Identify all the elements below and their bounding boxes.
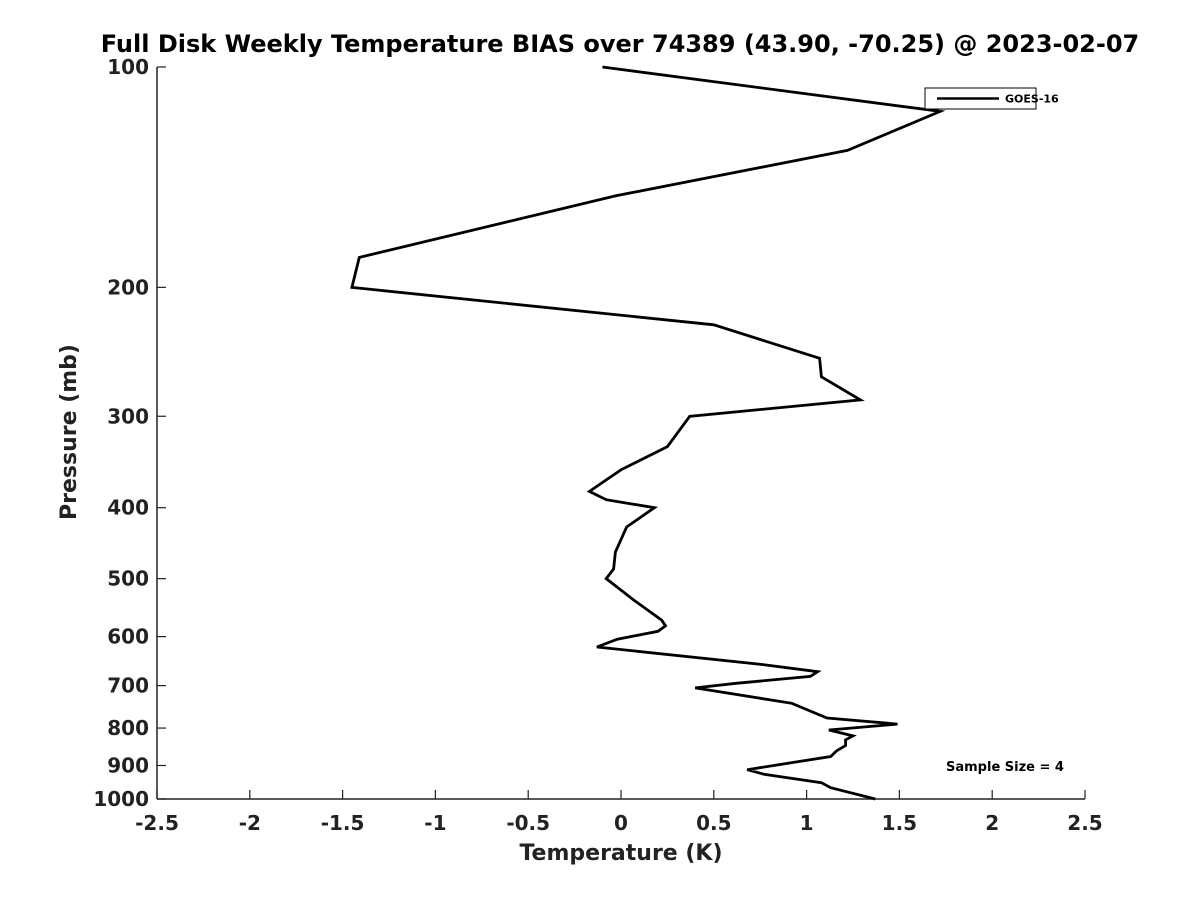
sample-size-annotation: Sample Size = 4 — [946, 760, 1064, 775]
y-tick-label: 400 — [107, 496, 149, 520]
axes — [156, 67, 1085, 800]
x-tick-label: 2.5 — [1067, 811, 1102, 835]
legend-entry-label: GOES-16 — [1005, 93, 1059, 106]
x-tick-label: 1 — [800, 811, 814, 835]
x-tick-label: -0.5 — [506, 811, 550, 835]
y-axis-label: Pressure (mb) — [57, 344, 82, 520]
x-axis-ticks: -2.5 -2 -1.5 -1 -0.5 0 0.5 1 1.5 2 2.5 — [135, 790, 1103, 835]
y-tick-label: 1000 — [93, 787, 149, 811]
y-axis-ticks: 100 200 300 400 500 600 700 800 900 1000 — [93, 55, 166, 811]
y-tick-label: 900 — [107, 754, 149, 778]
legend: GOES-16 — [924, 87, 1059, 110]
x-axis-label: Temperature (K) — [519, 841, 722, 866]
y-tick-label: 800 — [107, 716, 149, 740]
y-tick-label: 300 — [107, 404, 149, 428]
x-tick-label: 0 — [614, 811, 628, 835]
chart-title: Full Disk Weekly Temperature BIAS over 7… — [100, 30, 1140, 58]
x-tick-label: -2.5 — [135, 811, 179, 835]
x-tick-label: -1 — [424, 811, 446, 835]
x-tick-label: 1.5 — [882, 811, 917, 835]
x-tick-label: -1.5 — [321, 811, 365, 835]
x-tick-label: -2 — [239, 811, 261, 835]
y-tick-label: 200 — [107, 275, 149, 299]
x-tick-label: 0.5 — [696, 811, 731, 835]
y-tick-label: 100 — [107, 55, 149, 79]
y-tick-label: 700 — [107, 674, 149, 698]
y-tick-label: 500 — [107, 567, 149, 591]
y-tick-label: 600 — [107, 625, 149, 649]
series-line-goes-16 — [350, 65, 946, 801]
x-tick-label: 2 — [985, 811, 999, 835]
series-layer — [350, 65, 946, 801]
